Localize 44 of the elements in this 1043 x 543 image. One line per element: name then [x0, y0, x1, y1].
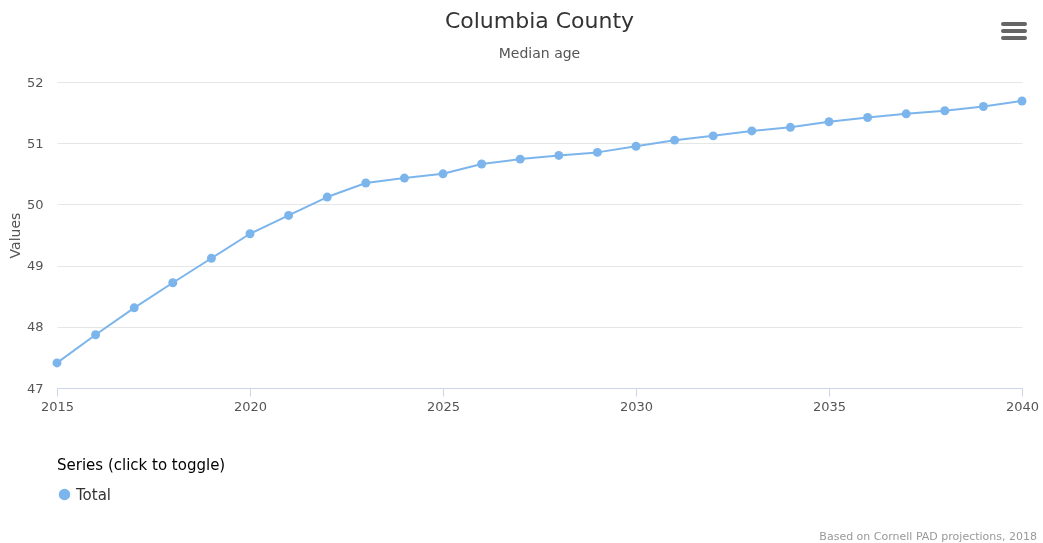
point — [785, 122, 795, 132]
point — [592, 147, 602, 157]
point — [863, 113, 873, 122]
point — [284, 210, 294, 220]
y-tick-label: 47 — [26, 380, 44, 396]
point — [477, 159, 487, 169]
point — [515, 154, 525, 164]
point — [901, 109, 911, 119]
point — [631, 141, 641, 151]
y-tick-label: 49 — [26, 258, 44, 274]
point — [1017, 96, 1027, 106]
point — [322, 192, 332, 202]
point — [91, 330, 101, 340]
point — [670, 135, 680, 145]
point — [554, 150, 564, 160]
point — [399, 173, 409, 183]
legend-title: Series (click to toggle) — [57, 456, 226, 474]
x-tick-label: 2030 — [619, 398, 654, 414]
point — [824, 117, 834, 127]
y-tick-label: 48 — [26, 319, 44, 335]
point — [978, 102, 988, 111]
point — [52, 358, 62, 368]
y-tick-label: 50 — [26, 196, 44, 212]
point — [940, 106, 950, 116]
y-tick-label: 51 — [26, 135, 44, 151]
point — [245, 229, 255, 239]
legend-label: Total — [75, 485, 112, 504]
chart-subtitle: Median age — [498, 45, 581, 61]
y-axis-title: Values — [6, 212, 23, 259]
point — [708, 131, 718, 141]
x-tick-label: 2020 — [233, 398, 268, 414]
text: Based on Cornell PAD projections, 2018 — [819, 530, 1037, 543]
chart-title: Columbia County — [444, 8, 635, 33]
x-tick-label: 2015 — [40, 398, 75, 414]
point — [206, 253, 216, 263]
point — [168, 278, 178, 288]
y-tick-label: 52 — [26, 74, 44, 90]
x-tick-label: 2040 — [1005, 398, 1040, 414]
x-tick-label: 2035 — [812, 398, 847, 414]
point — [361, 178, 371, 188]
point — [438, 169, 448, 179]
x-tick-label: 2025 — [426, 398, 461, 414]
point — [747, 126, 757, 136]
point — [129, 303, 139, 313]
